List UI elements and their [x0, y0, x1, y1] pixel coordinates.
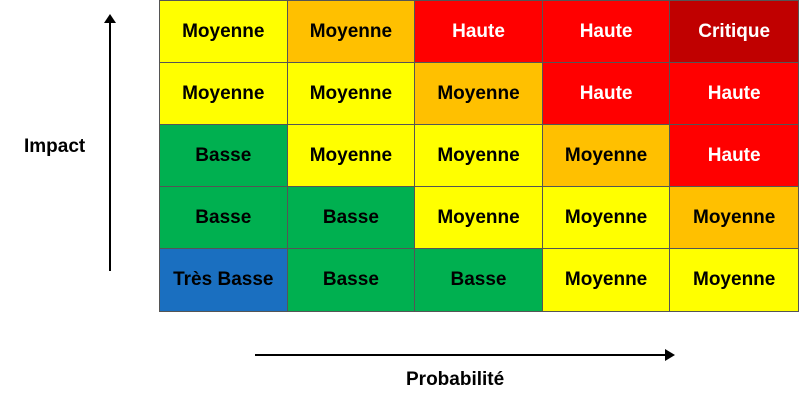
y-axis-label: Impact [24, 136, 86, 157]
x-axis-arrow-icon [255, 349, 675, 361]
matrix-cell: Moyenne [542, 187, 671, 249]
matrix-cell: Haute [542, 1, 671, 63]
matrix-cell: Moyenne [160, 63, 288, 125]
matrix-cell: Haute [670, 125, 798, 187]
risk-matrix: Moyenne Moyenne Haute Haute Critique Moyenne M… [159, 0, 799, 312]
matrix-cell: Moyenne [287, 125, 416, 187]
matrix-cell: Basse [287, 187, 416, 249]
matrix-cell: Moyenne [415, 63, 543, 125]
matrix-cell: Moyenne [287, 63, 416, 125]
matrix-cell: Très Basse [160, 249, 288, 311]
matrix-cell: Haute [670, 63, 798, 125]
matrix-cell: Critique [670, 1, 798, 63]
matrix-cell: Moyenne [415, 125, 543, 187]
matrix-cell: Basse [287, 249, 416, 311]
y-axis-arrow-icon [104, 14, 116, 271]
matrix-cell: Moyenne [542, 125, 671, 187]
matrix-cell: Moyenne [415, 187, 543, 249]
x-axis-label: Probabilité [406, 369, 505, 390]
matrix-cell: Basse [415, 249, 543, 311]
matrix-cell: Moyenne [670, 187, 798, 249]
matrix-cell: Moyenne [670, 249, 798, 311]
matrix-cell: Moyenne [287, 1, 416, 63]
matrix-cell: Basse [160, 125, 288, 187]
matrix-cell: Moyenne [542, 249, 671, 311]
matrix-cell: Moyenne [160, 1, 288, 63]
matrix-cell: Haute [415, 1, 543, 63]
matrix-cell: Haute [542, 63, 671, 125]
matrix-cell: Basse [160, 187, 288, 249]
